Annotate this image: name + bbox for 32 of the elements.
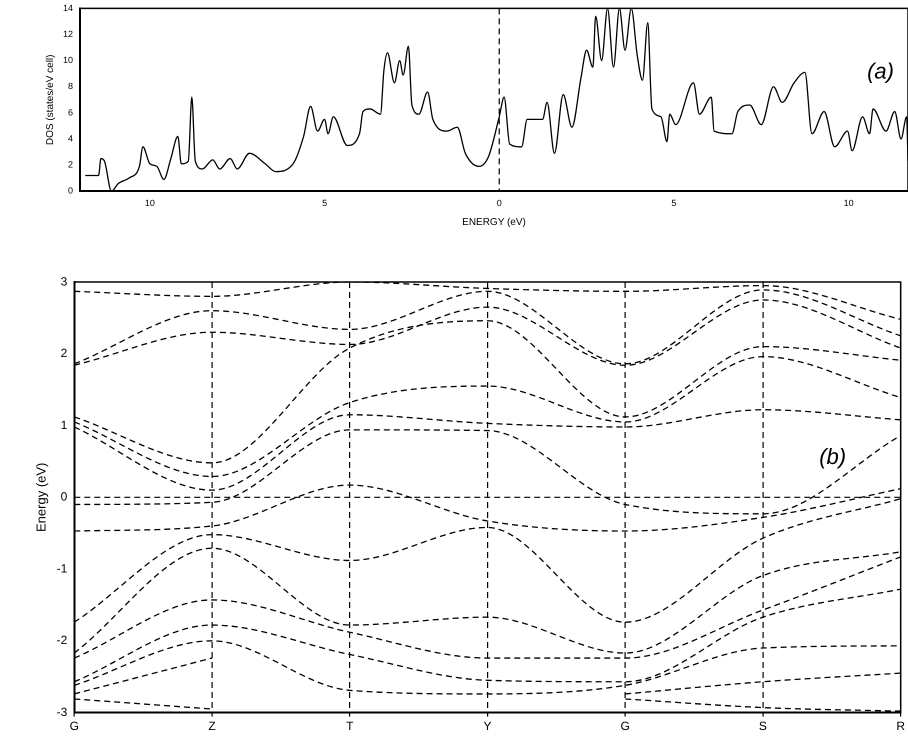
y-tick-label: 10	[62, 55, 74, 66]
y-tick-label: 6	[68, 107, 74, 118]
x-tick-label: 10	[844, 198, 854, 208]
y-axis-title: DOS (states/eV cell)	[44, 54, 56, 146]
x-tick-label: 5	[322, 198, 328, 208]
annotation: (a)	[867, 58, 894, 84]
x-tick-label: T	[346, 719, 354, 734]
y-tick-label: -2	[56, 633, 68, 648]
y-tick-label: 2	[68, 160, 74, 170]
y-tick-label: -1	[56, 561, 68, 576]
x-tick-label: 10	[144, 198, 155, 208]
y-tick-label: -3	[56, 704, 68, 719]
y-tick-label: 12	[62, 29, 74, 39]
x-tick-label: S	[758, 719, 767, 734]
x-tick-label: Y	[483, 719, 492, 734]
y-axis-title: Energy (eV)	[33, 462, 48, 532]
x-axis-title: ENERGY (eV)	[462, 216, 526, 228]
x-tick-label: Z	[208, 719, 216, 734]
annotation: (b)	[819, 444, 846, 469]
x-tick-label: G	[70, 719, 79, 734]
y-tick-label: 8	[68, 81, 74, 92]
y-tick-label: 0	[60, 490, 68, 504]
y-tick-label: 3	[60, 274, 68, 288]
y-tick-label: 14	[62, 2, 74, 13]
x-tick-label: 0	[496, 198, 502, 208]
x-tick-label: 5	[671, 198, 676, 208]
y-tick-label: 0	[68, 186, 74, 196]
y-tick-label: 4	[68, 133, 74, 144]
x-tick-label: G	[620, 719, 630, 734]
y-tick-label: 1	[60, 418, 68, 432]
y-tick-label: 2	[60, 346, 68, 360]
x-tick-label: R	[896, 719, 906, 734]
